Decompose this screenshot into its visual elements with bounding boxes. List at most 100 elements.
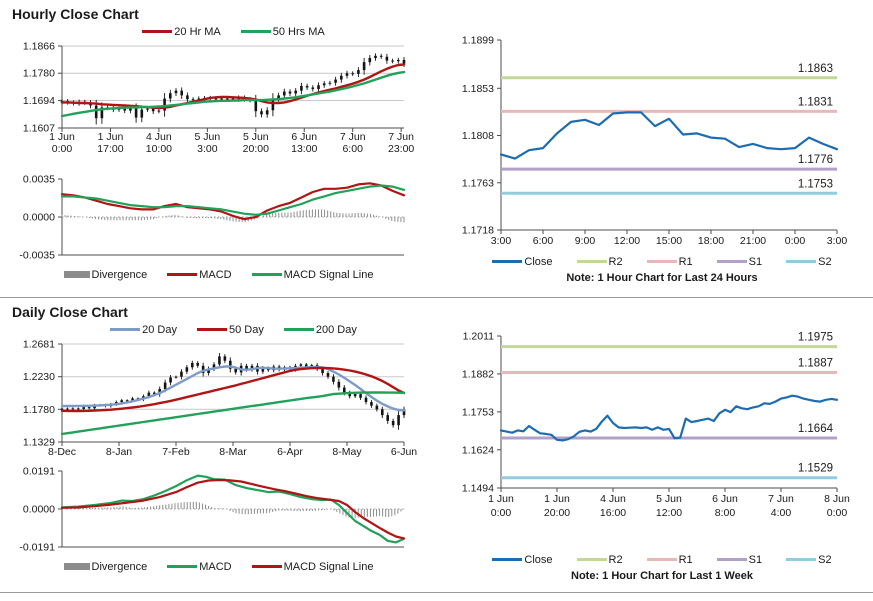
svg-text:12:00: 12:00 [614, 235, 640, 247]
svg-text:6 Jun: 6 Jun [291, 131, 317, 143]
svg-text:1.2681: 1.2681 [23, 339, 55, 351]
hourly-sr-chart: 1.1899 1.1853 1.1808 1.1763 1.1718 3:00 6:00 9:… [437, 32, 873, 254]
legend-swatch-close [492, 260, 523, 263]
hourly-chart-title: Hourly Close Chart [12, 6, 139, 22]
legend-swatch-50hrs-ma [240, 30, 271, 33]
svg-text:1 Jun: 1 Jun [488, 493, 514, 505]
svg-text:6 Jun: 6 Jun [712, 493, 738, 505]
svg-text:1.1866: 1.1866 [23, 41, 55, 53]
svg-text:1.1624: 1.1624 [462, 444, 494, 456]
svg-text:1.1882: 1.1882 [462, 368, 494, 380]
hourly-ma-legend: 20 Hr MA 50 Hrs MA [0, 24, 437, 39]
svg-text:1.1664: 1.1664 [798, 423, 834, 435]
legend-swatch-macd-signal [251, 273, 282, 276]
svg-text:17:00: 17:00 [97, 143, 123, 155]
svg-text:6-Apr: 6-Apr [277, 446, 303, 458]
daily-price-chart: 1.2681 1.2230 1.1780 1.1329 8-Dec 8-Jan 7-Feb 8… [0, 337, 437, 462]
legend-swatch-macd [167, 565, 198, 568]
svg-text:0.0035: 0.0035 [23, 174, 55, 186]
svg-text:1.1694: 1.1694 [23, 95, 55, 107]
legend-item: R1 [646, 553, 693, 566]
legend-item: 200 Day [283, 323, 357, 336]
daily-ma-legend: 20 Day 50 Day 200 Day [0, 322, 437, 337]
svg-text:9:00: 9:00 [575, 235, 596, 247]
legend-label: Divergence [91, 268, 148, 281]
legend-item: S1 [716, 256, 762, 268]
svg-text:1.1718: 1.1718 [462, 225, 494, 237]
weekly-sr-legend: Close R2 R1 S1 S2 [437, 552, 873, 567]
legend-label: MACD [199, 560, 232, 573]
legend-item: Divergence [63, 268, 148, 281]
svg-text:8-Mar: 8-Mar [219, 446, 247, 458]
svg-text:1.1776: 1.1776 [798, 154, 833, 166]
svg-text:7-Feb: 7-Feb [162, 446, 190, 458]
legend-label: MACD Signal Line [283, 268, 374, 281]
legend-label: MACD [199, 268, 232, 281]
weekly-sr-panel: 1.2011 1.1882 1.1753 1.1624 1.1494 1 Jun 0:00 1… [437, 298, 873, 592]
svg-text:1.1975: 1.1975 [798, 332, 833, 344]
legend-swatch-s1 [716, 260, 747, 263]
svg-text:1.1887: 1.1887 [798, 357, 833, 369]
legend-swatch-s2 [786, 558, 817, 561]
svg-text:1.1753: 1.1753 [798, 178, 833, 190]
svg-text:5 Jun: 5 Jun [656, 493, 682, 505]
legend-item: MACD Signal Line [251, 560, 374, 573]
svg-text:1.1780: 1.1780 [23, 68, 55, 80]
svg-text:1 Jun: 1 Jun [98, 131, 124, 143]
svg-text:13:00: 13:00 [291, 143, 317, 155]
legend-label: S2 [818, 255, 832, 268]
svg-text:15:00: 15:00 [656, 235, 682, 247]
legend-label: R2 [608, 255, 623, 268]
svg-text:8:00: 8:00 [715, 507, 736, 519]
weekly-sr-note: Note: 1 Hour Chart for Last 1 Week [571, 570, 753, 582]
legend-label: S1 [748, 553, 763, 566]
legend-label: R1 [678, 553, 693, 566]
legend-item: Close [492, 554, 553, 566]
hourly-sr-legend: Close R2 R1 S1 S2 [437, 254, 873, 269]
svg-text:20:00: 20:00 [544, 507, 570, 519]
legend-label: Divergence [91, 560, 148, 573]
daily-chart-title: Daily Close Chart [12, 304, 128, 320]
svg-text:3:00: 3:00 [491, 235, 512, 247]
svg-text:10:00: 10:00 [146, 143, 172, 155]
svg-text:1.1329: 1.1329 [23, 437, 55, 449]
weekly-sr-chart: 1.2011 1.1882 1.1753 1.1624 1.1494 1 Jun 0:00 1… [437, 324, 873, 552]
svg-text:6-Jun: 6-Jun [391, 446, 417, 458]
svg-text:1.1753: 1.1753 [462, 406, 494, 418]
legend-swatch-macd-signal [251, 565, 282, 568]
svg-text:4:00: 4:00 [771, 507, 792, 519]
legend-swatch-r2 [576, 260, 607, 263]
legend-swatch-20hr-ma [142, 30, 173, 33]
legend-item: MACD [167, 268, 232, 281]
legend-swatch-20day [110, 328, 141, 331]
legend-swatch-s1 [716, 558, 747, 561]
svg-text:0:00: 0:00 [785, 235, 806, 247]
hourly-sr-panel: 1.1899 1.1853 1.1808 1.1763 1.1718 3:00 6:00 9:… [437, 0, 873, 297]
legend-item: R1 [646, 255, 693, 268]
svg-text:7 Jun: 7 Jun [768, 493, 794, 505]
svg-text:5 Jun: 5 Jun [243, 131, 269, 143]
svg-text:1.2230: 1.2230 [23, 371, 55, 383]
legend-label: 200 Day [315, 323, 357, 336]
hourly-price-chart: 1.1866 1.1780 1.1694 1.1607 1 Jun 0:00 1 Jun 17… [0, 39, 437, 170]
svg-text:6:00: 6:00 [342, 143, 363, 155]
svg-text:-0.0191: -0.0191 [19, 542, 55, 554]
legend-item: R2 [576, 553, 623, 566]
legend-item: 50 Hrs MA [240, 26, 325, 38]
svg-text:21:00: 21:00 [740, 235, 766, 247]
svg-text:18:00: 18:00 [698, 235, 724, 247]
svg-text:1 Jun: 1 Jun [49, 131, 75, 143]
legend-label: MACD Signal Line [283, 560, 374, 573]
svg-text:1.1494: 1.1494 [462, 483, 494, 495]
legend-label: R1 [678, 255, 693, 268]
svg-text:4 Jun: 4 Jun [146, 131, 172, 143]
legend-label: R2 [608, 553, 623, 566]
legend-item: Close [492, 256, 553, 268]
legend-label: 20 Day [142, 323, 177, 336]
svg-text:0:00: 0:00 [52, 143, 73, 155]
svg-text:0:00: 0:00 [491, 507, 512, 519]
svg-text:1.1899: 1.1899 [462, 35, 494, 47]
legend-swatch-s2 [786, 260, 817, 263]
legend-swatch-r1 [646, 558, 677, 561]
